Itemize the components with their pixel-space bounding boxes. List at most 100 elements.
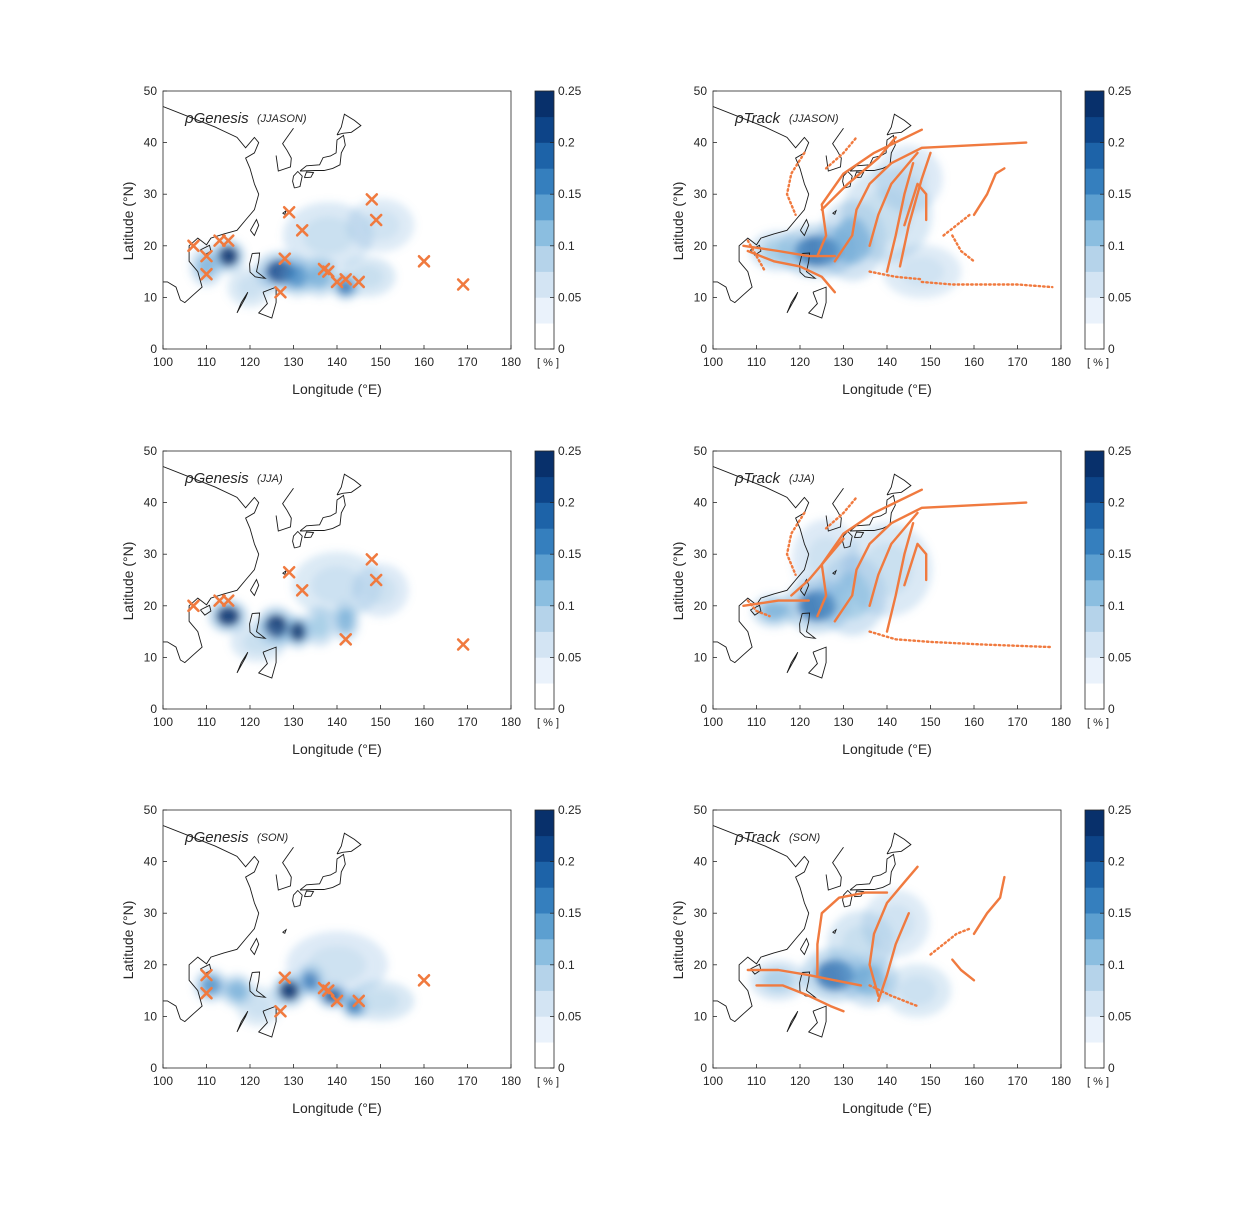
plot-area <box>163 91 511 349</box>
genesis-marker <box>200 986 213 1000</box>
track-line <box>868 865 919 998</box>
colorbar-swatch <box>535 271 554 298</box>
genesis-marker <box>200 249 213 263</box>
y-axis-label: Latitude (°N) <box>120 542 136 621</box>
coastline <box>303 531 315 539</box>
y-tick-label: 40 <box>144 136 158 150</box>
coastline <box>250 937 260 956</box>
track-layer <box>742 488 1054 649</box>
x-tick-label: 150 <box>370 715 390 729</box>
x-tick-label: 170 <box>457 355 477 369</box>
coastline <box>336 832 362 855</box>
colorbar-tick-label: 0 <box>558 702 565 716</box>
track-line-dotted <box>868 270 924 281</box>
colorbar-unit-label: [ % ] <box>1087 717 1109 729</box>
colorbar-tick-label: 0.15 <box>558 906 582 920</box>
coastline <box>853 531 865 539</box>
colorbar-tick-label: 0.2 <box>1108 855 1125 869</box>
colorbar-unit-label: [ % ] <box>1087 357 1109 369</box>
x-axis-label: Longitude (°E) <box>292 741 382 757</box>
colorbar-swatch <box>535 554 554 581</box>
x-axis-label: Longitude (°E) <box>842 1100 932 1116</box>
density-field <box>749 145 962 299</box>
colorbar-swatch <box>535 605 554 632</box>
coastline <box>713 466 810 664</box>
track-layer <box>742 128 1054 294</box>
y-tick-label: 30 <box>694 906 708 920</box>
track-line <box>816 128 924 258</box>
coastline <box>299 494 346 532</box>
colorbar-tick-label: 0.1 <box>558 239 575 253</box>
coastline <box>163 466 260 664</box>
x-tick-label: 170 <box>457 1074 477 1088</box>
colorbar-swatch <box>1085 861 1104 888</box>
coastline <box>236 291 249 314</box>
colorbar-swatch <box>535 1016 554 1043</box>
colorbar-tick-label: 0 <box>1108 1061 1115 1075</box>
colorbar-swatch <box>535 964 554 991</box>
colorbar-swatch <box>535 631 554 658</box>
colorbar-swatch <box>535 887 554 914</box>
colorbar: 0 0.05 0.1 0.15 0.2 0.25 <box>534 803 582 1075</box>
colorbar-swatch <box>535 810 554 837</box>
track-line <box>790 537 845 597</box>
track-line-dotted <box>746 599 771 618</box>
y-tick-label: 30 <box>694 547 708 561</box>
x-tick-label: 120 <box>240 715 260 729</box>
colorbar-swatch <box>535 657 554 684</box>
coastline <box>336 473 362 496</box>
y-axis-label: Latitude (°N) <box>670 182 686 261</box>
coastline <box>163 106 260 304</box>
colorbar-swatch <box>535 323 554 350</box>
density-blob-core <box>860 542 914 597</box>
colorbar-swatch <box>1085 451 1104 478</box>
y-tick-label: 30 <box>694 187 708 201</box>
colorbar-swatch <box>1085 964 1104 991</box>
x-tick-label: 100 <box>153 715 173 729</box>
track-line <box>820 136 897 211</box>
track-line-dotted <box>942 213 971 237</box>
x-tick-label: 110 <box>747 1074 766 1088</box>
coastline <box>275 846 294 891</box>
colorbar-swatch <box>1085 554 1104 581</box>
x-tick-label: 100 <box>703 715 723 729</box>
x-tick-label: 110 <box>747 355 766 369</box>
density-blob-core <box>307 945 367 985</box>
x-tick-label: 100 <box>703 355 723 369</box>
colorbar-tick-label: 0 <box>1108 342 1115 356</box>
colorbar-swatch <box>1085 142 1104 169</box>
y-tick-label: 50 <box>694 444 708 458</box>
colorbar-swatch <box>535 297 554 324</box>
colorbar-tick-label: 0.1 <box>1108 599 1125 613</box>
coastline <box>800 937 810 956</box>
genesis-marker <box>339 633 352 646</box>
coastline <box>807 646 827 679</box>
colorbar-swatch <box>1085 939 1104 966</box>
coastline <box>250 218 260 237</box>
genesis-marker <box>456 278 470 291</box>
colorbar-swatch <box>535 990 554 1017</box>
coastline-layer <box>163 466 362 679</box>
density-blob-core <box>289 621 307 642</box>
track-line-dotted <box>824 496 858 530</box>
y-tick-label: 20 <box>144 599 158 613</box>
track-line <box>903 182 928 227</box>
colorbar-swatch <box>1085 631 1104 658</box>
x-tick-label: 180 <box>501 355 521 369</box>
coastline <box>825 487 844 532</box>
track-line-dotted <box>785 511 806 577</box>
coastline <box>886 473 912 496</box>
x-tick-label: 130 <box>283 715 303 729</box>
colorbar-swatch <box>1085 245 1104 272</box>
colorbar-unit-label: [ % ] <box>537 1076 559 1088</box>
colorbar-swatch <box>1085 297 1104 324</box>
y-axis-label: Latitude (°N) <box>120 182 136 261</box>
y-tick-label: 30 <box>144 547 158 561</box>
density-blob-core <box>302 216 355 255</box>
x-tick-label: 160 <box>964 715 984 729</box>
track-line <box>816 891 889 977</box>
colorbar-swatch <box>1085 528 1104 555</box>
plot-area <box>163 451 511 709</box>
x-tick-label: 110 <box>197 1074 216 1088</box>
